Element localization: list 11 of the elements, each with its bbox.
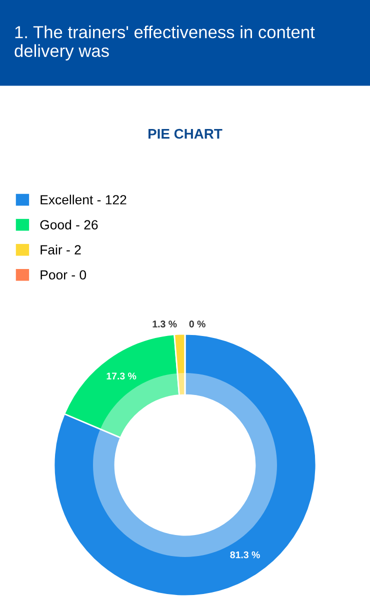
legend-label: Fair - 2 bbox=[40, 244, 81, 254]
legend-label: Poor - 0 bbox=[40, 270, 86, 280]
text: 0 % bbox=[189, 320, 206, 328]
legend-label: Good - 26 bbox=[40, 220, 98, 230]
chart-subtitle: PIE CHART bbox=[148, 128, 222, 139]
data-label: 17.3 % bbox=[106, 372, 136, 380]
donut-slice bbox=[54, 334, 316, 596]
legend-label: Excellent - 122 bbox=[40, 194, 126, 204]
data-label: 81.3 % bbox=[230, 551, 260, 558]
chart-title: 1. The trainers' effectiveness in content delivery was bbox=[14, 26, 315, 60]
data-label: 1.3 % bbox=[152, 320, 177, 328]
